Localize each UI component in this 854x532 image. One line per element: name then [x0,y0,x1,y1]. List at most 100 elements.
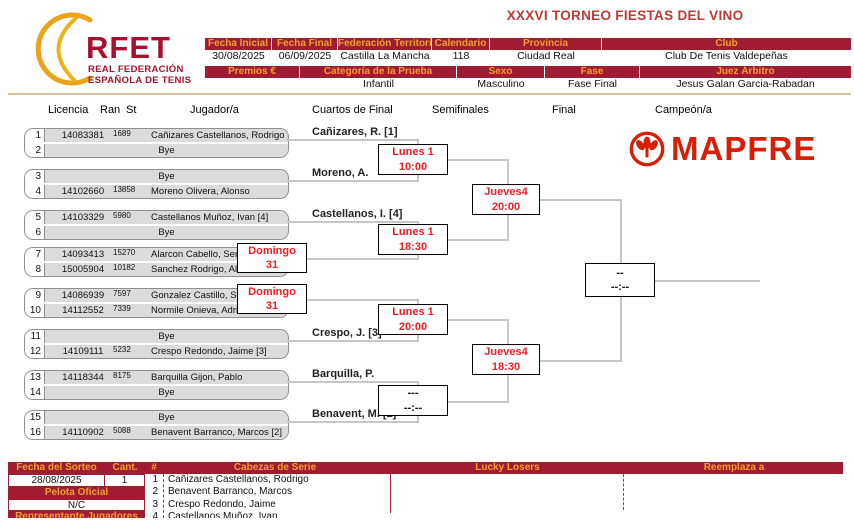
player-name: Gonzalez Castillo, Samuel [151,290,263,301]
player-name: Bye [158,412,175,423]
bracket-line [307,258,417,260]
seed-row-2: 2 Benavent Barranco, Marcos [148,486,388,498]
header-divider [8,93,851,95]
info-value-federacion: Castilla La Mancha [340,50,430,62]
player-row-4: 4 14102660 13858 Moreno Olivera, Alonso [25,183,288,198]
col-header-cuartos: Cuartos de Final [312,104,393,116]
match-time: --:-- [610,281,630,293]
player-licencia: 14109111 [62,346,104,357]
draw-position: 2 [25,144,45,157]
sponsor-logo: MAPFRE [628,130,816,168]
match-time: 10:00 [398,160,428,173]
player-name: Normile Onieva, Adrián Fco [151,305,268,316]
player-ranking: 7597 [113,289,131,298]
player-row-6: 6 Bye [25,224,288,239]
player-name: Crespo Redondo, Jaime [3] [151,346,267,357]
info-label-federacion: Federación Territorial [338,38,432,50]
player-ranking: 13858 [113,185,136,194]
seed-number: 4 [152,511,158,518]
player-licencia: 14102660 [61,186,105,197]
player-licencia: 14103329 [61,212,105,223]
info-value-row-2: Infantil Masculino Fase Final Jesus Gala… [205,78,851,91]
player-row-2: 2 Bye [25,142,288,157]
player-name: Benavent Barranco, Marcos [2] [151,427,282,438]
rfet-logo-subtitle-2: ESPAÑOLA DE TENIS [88,75,192,86]
info-value-juez: Jesus Galan Garcia-Rabadan [676,78,815,90]
player-ranking: 5088 [113,426,131,435]
player-name: Bye [158,387,175,398]
match-schedule-final: -- --:-- [585,263,655,297]
seed-name: Castellanos Muñoz, Ivan [168,511,278,518]
bracket-line [287,340,417,342]
bracket-line [417,239,507,241]
player-licencia: 14112552 [62,305,104,316]
footer-divider-solid [390,473,391,513]
match-schedule-qf-2: Lunes 1 18:30 [378,224,448,255]
draw-position: 7 [25,248,45,261]
draw-position: 6 [25,226,45,239]
rfet-logo-subtitle-1: REAL FEDERACIÓN [88,64,184,75]
info-header-row-1: Fecha Inicial Fecha Final Federación Ter… [205,38,851,50]
info-value-provincia: Ciudad Real [517,50,575,62]
player-name: Castellanos Muñoz, Ivan [4] [151,212,269,223]
draw-position: 13 [25,371,45,384]
col-header-st: St [126,104,137,116]
pelota-oficial-label: Pelota Oficial [44,487,109,498]
bracket-line [417,319,507,321]
player-row-11: 11 Bye [25,330,288,343]
player-name: Bye [158,171,175,182]
bracket-pair-8: 15 Bye 16 14110902 5088 Benavent Barranco,… [24,410,289,440]
col-header-licencia: Licencia [48,104,89,116]
cabezas-serie-label: Cabezas de Serie [233,462,317,473]
bracket-line [620,280,760,282]
player-licencia: 14086939 [61,290,105,301]
match-schedule-qf-1: Lunes 1 10:00 [378,144,448,175]
player-licencia: 14110902 [62,427,104,438]
hash-label: # [151,462,157,473]
player-ranking: 8175 [113,371,131,380]
qf-player-8: Benavent, M. [2] [312,408,397,420]
bracket-pair-5: 9 14086939 7597 Gonzalez Castillo, Samuel … [24,288,289,318]
match-time: --:-- [403,401,423,414]
player-row-7: 7 14093413 15270 Alarcon Cabello, Sergio [25,248,288,261]
seed-number: 2 [152,486,158,497]
info-value-sexo: Masculino [477,78,525,90]
pelota-oficial-bar [8,487,145,499]
player-row-10: 10 14112552 7339 Normile Onieva, Adrián Fc… [25,302,288,317]
bracket-line [507,360,620,362]
match-time: 20:00 [491,200,521,213]
player-licencia: 14118344 [62,372,104,383]
cant-label: Cant. [112,462,138,473]
info-value-fecha-inicial: 30/08/2025 [212,50,265,62]
reemplaza-label: Reemplaza a [703,462,765,473]
match-schedule-sf-1: Jueves4 20:00 [472,184,540,215]
player-name: Alarcon Cabello, Sergio [151,249,251,260]
match-schedule-r1-2: Domingo 31 [237,284,307,314]
rfet-logo-text: RFET [86,30,171,65]
bracket-line [287,421,417,423]
bracket-pair-3: 5 14103329 5980 Castellanos Muñoz, Ivan [4… [24,210,289,240]
info-label-fecha-final: Fecha Final [272,38,338,50]
footer-divider-dashed [623,474,624,510]
pelota-oficial-value: N/C [8,499,145,511]
info-label-provincia: Provincia [490,38,602,50]
info-value-fase: Fase Final [567,78,618,90]
col-header-jugador: Jugador/a [190,104,239,116]
match-day: Domingo [248,285,296,298]
player-licencia: 14093413 [61,249,105,260]
player-name: Bye [158,145,175,156]
footer-section: Fecha del Sorteo Cant. # Cabezas de Seri… [0,460,854,518]
bracket-pair-7: 13 14118344 8175 Barquilla Gijon, Pablo 14… [24,370,289,400]
mapfre-emblem-icon [629,131,665,167]
player-ranking: 5232 [113,345,131,354]
match-time: 18:30 [398,240,428,253]
player-licencia: 15005904 [61,264,105,275]
draw-position: 16 [25,426,45,439]
col-header-ran: Ran [100,104,121,116]
match-day: Lunes 1 [392,306,434,319]
player-ranking: 15270 [113,248,136,257]
player-ranking: 1689 [113,129,131,138]
bracket-line [307,299,417,301]
player-row-12: 12 14109111 5232 Crespo Redondo, Jaime [3] [25,343,288,358]
seed-name: Benavent Barranco, Marcos [168,486,292,497]
